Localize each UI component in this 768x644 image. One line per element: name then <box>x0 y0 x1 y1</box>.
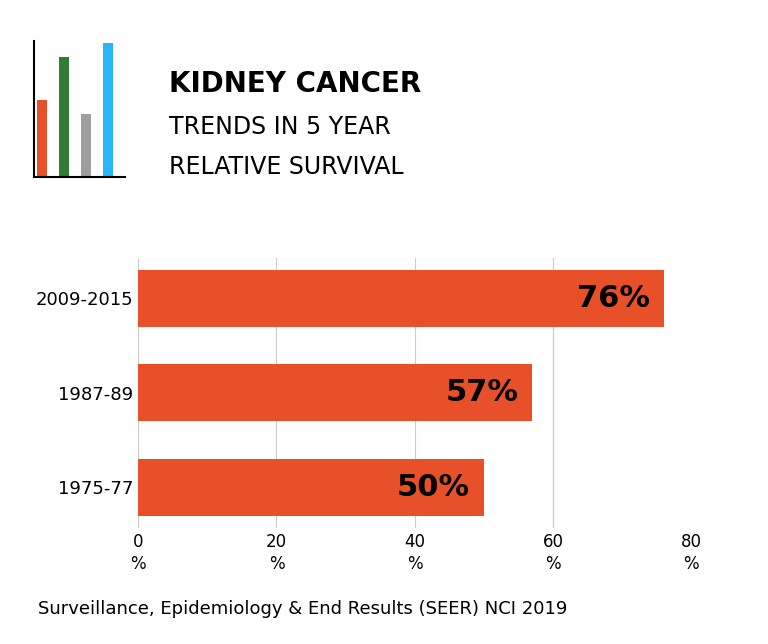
Text: 76%: 76% <box>577 284 650 313</box>
Text: RELATIVE SURVIVAL: RELATIVE SURVIVAL <box>169 155 404 179</box>
FancyBboxPatch shape <box>37 100 47 178</box>
FancyBboxPatch shape <box>81 114 91 178</box>
FancyBboxPatch shape <box>103 43 113 178</box>
Bar <box>138 459 484 516</box>
Text: 57%: 57% <box>445 378 518 408</box>
Text: 50%: 50% <box>397 473 470 502</box>
Bar <box>138 270 664 327</box>
Text: Surveillance, Epidemiology & End Results (SEER) NCI 2019: Surveillance, Epidemiology & End Results… <box>38 600 568 618</box>
Text: TRENDS IN 5 YEAR: TRENDS IN 5 YEAR <box>169 115 391 139</box>
Text: KIDNEY CANCER: KIDNEY CANCER <box>169 70 421 98</box>
Bar <box>138 365 532 421</box>
FancyBboxPatch shape <box>59 57 69 178</box>
